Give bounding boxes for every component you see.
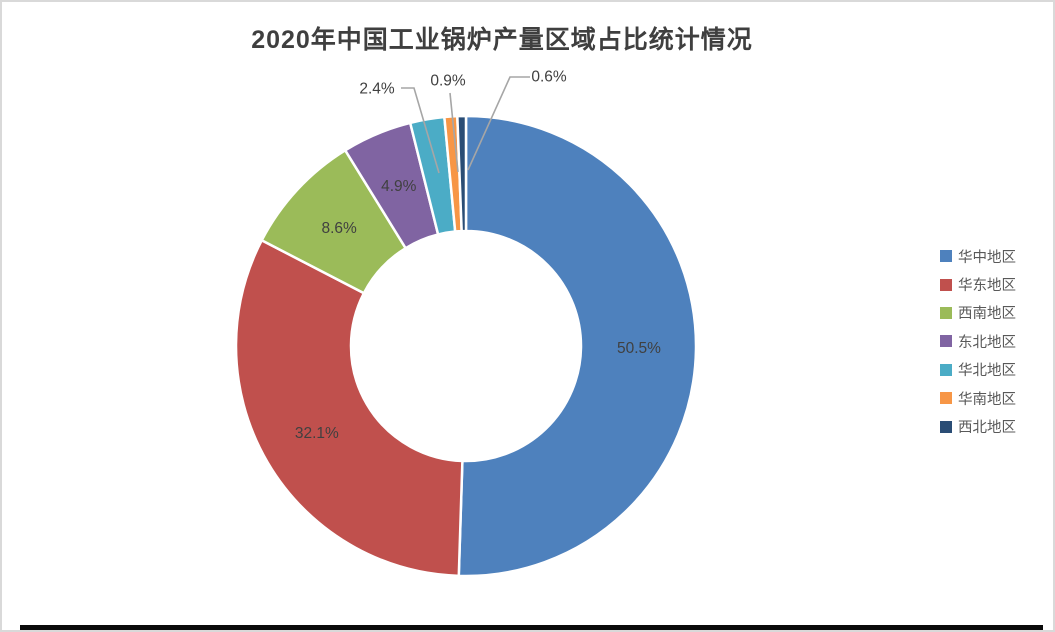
leader-line	[449, 92, 459, 173]
data-label: 8.6%	[321, 220, 357, 237]
legend-swatch-huazhong-icon	[940, 250, 952, 263]
legend-label: 华中地区	[958, 249, 1016, 266]
legend-swatch-xinan-icon	[940, 306, 952, 319]
data-label: 2.4%	[359, 81, 395, 98]
data-label: 50.5%	[617, 340, 661, 357]
legend-item-dongbei: 东北地区	[940, 327, 1016, 355]
legend-item-xibei: 西北地区	[940, 412, 1016, 440]
legend-label: 西北地区	[958, 420, 1016, 437]
leader-line	[467, 76, 530, 171]
legend-swatch-xibei-icon	[940, 420, 952, 433]
pie-slice-0	[457, 114, 698, 578]
legend-item-huanan: 华南地区	[940, 384, 1016, 412]
pie-slice-1	[234, 238, 464, 578]
data-label: 4.9%	[381, 178, 417, 195]
legend-label: 华南地区	[958, 391, 1016, 408]
legend-label: 西南地区	[958, 306, 1016, 323]
legend-item-huabei: 华北地区	[940, 356, 1016, 384]
legend-swatch-huabei-icon	[940, 363, 952, 376]
legend-item-huadong: 华东地区	[940, 270, 1016, 298]
legend-swatch-dongbei-icon	[940, 335, 952, 348]
legend-swatch-huanan-icon	[940, 392, 952, 405]
chart-legend: 华中地区 华东地区 西南地区 东北地区 华北地区 华南地区 西北地区	[940, 242, 1016, 441]
data-label: 0.6%	[531, 69, 567, 86]
bottom-black-bar	[20, 625, 1043, 630]
legend-label: 华东地区	[958, 278, 1016, 295]
chart-title: 2020年中国工业锅炉产量区域占比统计情况	[251, 26, 753, 54]
leader-line	[401, 87, 440, 174]
legend-item-huazhong: 华中地区	[940, 242, 1016, 270]
pie-slice-6	[456, 114, 468, 233]
legend-swatch-huadong-icon	[940, 278, 952, 291]
legend-item-xinan: 西南地区	[940, 299, 1016, 327]
data-label: 0.9%	[430, 73, 466, 90]
legend-label: 华北地区	[958, 363, 1016, 380]
legend-label: 东北地区	[958, 334, 1016, 351]
data-label: 32.1%	[295, 425, 339, 442]
